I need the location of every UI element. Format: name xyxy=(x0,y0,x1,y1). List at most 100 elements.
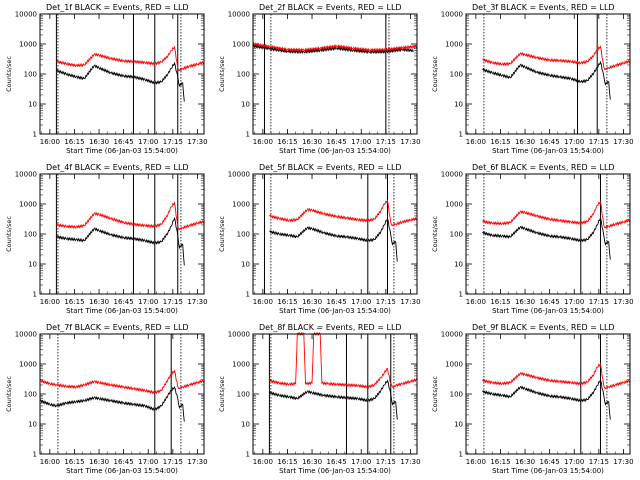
series-line-events xyxy=(39,385,185,422)
x-axis-label: Start Time (06-Jan-03 15:54:00) xyxy=(279,307,391,315)
x-tick-label: 16:00 xyxy=(253,458,273,466)
chart-panel-1: Det_1f BLACK = Events, RED = LLD 1 10 100 10… xyxy=(5,3,208,155)
y-axis-label: Counts/sec xyxy=(431,56,439,92)
x-tick-label: 16:15 xyxy=(277,458,297,466)
x-tick-label: 16:00 xyxy=(253,138,273,146)
chart-title: Det_9f BLACK = Events, RED = LLD xyxy=(472,323,615,332)
x-tick-label: 17:00 xyxy=(351,138,371,146)
x-tick-label: 16:00 xyxy=(466,138,486,146)
x-tick-label: 17:00 xyxy=(351,458,371,466)
series-line-events xyxy=(252,44,415,55)
x-tick-label: 16:30 xyxy=(302,298,322,306)
y-tick-label: 1 xyxy=(459,451,463,459)
chart-panel-8: Det_8f BLACK = Events, RED = LLD 1 10 100 10… xyxy=(218,323,421,475)
y-tick-label: 100 xyxy=(24,391,37,399)
series-line-events xyxy=(482,378,611,420)
chart-title: Det_3f BLACK = Events, RED = LLD xyxy=(472,3,615,12)
x-tick-label: 16:30 xyxy=(89,458,109,466)
series-line-events xyxy=(56,217,185,266)
x-tick-label: 16:00 xyxy=(40,138,60,146)
x-axis-label: Start Time (06-Jan-03 15:54:00) xyxy=(279,147,391,155)
chart-panel-3: Det_3f BLACK = Events, RED = LLD 1 10 100 10… xyxy=(431,3,634,155)
x-tick-label: 16:45 xyxy=(114,458,134,466)
x-tick-label: 17:15 xyxy=(163,458,183,466)
x-tick-label: 16:45 xyxy=(327,138,347,146)
series-line-lld xyxy=(56,201,205,231)
plot-frame xyxy=(39,173,205,295)
x-tick-label: 17:15 xyxy=(163,298,183,306)
y-axis-label: Counts/sec xyxy=(5,376,13,412)
x-tick-label: 16:15 xyxy=(64,298,84,306)
x-tick-label: 16:00 xyxy=(40,298,60,306)
x-tick-label: 16:30 xyxy=(89,138,109,146)
y-tick-label: 100 xyxy=(237,71,250,79)
chart-panel-9: Det_9f BLACK = Events, RED = LLD 1 10 100 10… xyxy=(431,323,634,475)
y-tick-label: 1 xyxy=(246,291,250,299)
x-tick-label: 17:00 xyxy=(564,458,584,466)
x-tick-label: 16:30 xyxy=(302,138,322,146)
x-tick-label: 16:15 xyxy=(64,138,84,146)
x-tick-label: 17:00 xyxy=(564,138,584,146)
x-tick-label: 17:00 xyxy=(138,458,158,466)
y-tick-label: 10 xyxy=(454,101,463,109)
x-tick-label: 16:30 xyxy=(89,298,109,306)
y-tick-label: 1000 xyxy=(232,41,250,49)
chart-title: Det_6f BLACK = Events, RED = LLD xyxy=(472,163,615,172)
x-tick-label: 16:45 xyxy=(327,458,347,466)
x-tick-label: 17:15 xyxy=(376,458,396,466)
series-line-lld xyxy=(269,199,418,227)
y-tick-label: 1000 xyxy=(445,361,463,369)
y-tick-label: 1000 xyxy=(232,361,250,369)
plot-frame xyxy=(465,13,631,135)
x-tick-label: 17:30 xyxy=(613,138,633,146)
y-axis-label: Counts/sec xyxy=(431,376,439,412)
x-tick-label: 17:30 xyxy=(187,458,207,466)
x-tick-label: 16:45 xyxy=(540,458,560,466)
x-tick-label: 17:00 xyxy=(564,298,584,306)
y-tick-label: 100 xyxy=(237,391,250,399)
x-tick-label: 17:30 xyxy=(613,298,633,306)
x-tick-label: 17:15 xyxy=(589,138,609,146)
y-tick-label: 100 xyxy=(450,71,463,79)
y-axis-label: Counts/sec xyxy=(218,56,226,92)
y-tick-label: 10000 xyxy=(15,11,37,19)
y-tick-label: 1 xyxy=(33,131,37,139)
chart-title: Det_4f BLACK = Events, RED = LLD xyxy=(46,163,189,172)
x-tick-label: 16:15 xyxy=(64,458,84,466)
y-tick-label: 1000 xyxy=(19,361,37,369)
x-tick-label: 17:00 xyxy=(351,298,371,306)
series-line-events xyxy=(269,216,398,262)
plot-frame xyxy=(252,333,418,455)
x-tick-label: 17:30 xyxy=(187,138,207,146)
y-tick-label: 10000 xyxy=(15,171,37,179)
x-tick-label: 17:15 xyxy=(376,138,396,146)
y-tick-label: 1 xyxy=(246,451,250,459)
y-tick-label: 10 xyxy=(28,261,37,269)
x-tick-label: 17:30 xyxy=(400,458,420,466)
y-tick-label: 10 xyxy=(28,421,37,429)
x-tick-label: 17:30 xyxy=(613,458,633,466)
y-tick-label: 100 xyxy=(450,391,463,399)
x-tick-label: 16:45 xyxy=(327,298,347,306)
series-line-lld xyxy=(482,199,631,230)
chart-panel-2: Det_2f BLACK = Events, RED = LLD 1 10 100 10… xyxy=(218,3,421,155)
y-tick-label: 1 xyxy=(459,291,463,299)
series-line-events xyxy=(482,215,611,260)
x-tick-label: 16:15 xyxy=(277,138,297,146)
y-tick-label: 100 xyxy=(24,71,37,79)
y-tick-label: 10 xyxy=(454,261,463,269)
x-tick-label: 16:15 xyxy=(277,298,297,306)
y-tick-label: 10000 xyxy=(15,331,37,339)
x-tick-label: 17:00 xyxy=(138,298,158,306)
x-tick-label: 16:45 xyxy=(114,298,134,306)
chart-title: Det_7f BLACK = Events, RED = LLD xyxy=(46,323,189,332)
x-tick-label: 17:00 xyxy=(138,138,158,146)
x-tick-label: 16:00 xyxy=(40,458,60,466)
x-axis-label: Start Time (06-Jan-03 15:54:00) xyxy=(66,147,178,155)
x-tick-label: 17:15 xyxy=(589,458,609,466)
plot-frame xyxy=(465,173,631,295)
y-tick-label: 1000 xyxy=(445,41,463,49)
y-tick-label: 100 xyxy=(24,231,37,239)
x-tick-label: 16:45 xyxy=(540,138,560,146)
y-tick-label: 10 xyxy=(28,101,37,109)
